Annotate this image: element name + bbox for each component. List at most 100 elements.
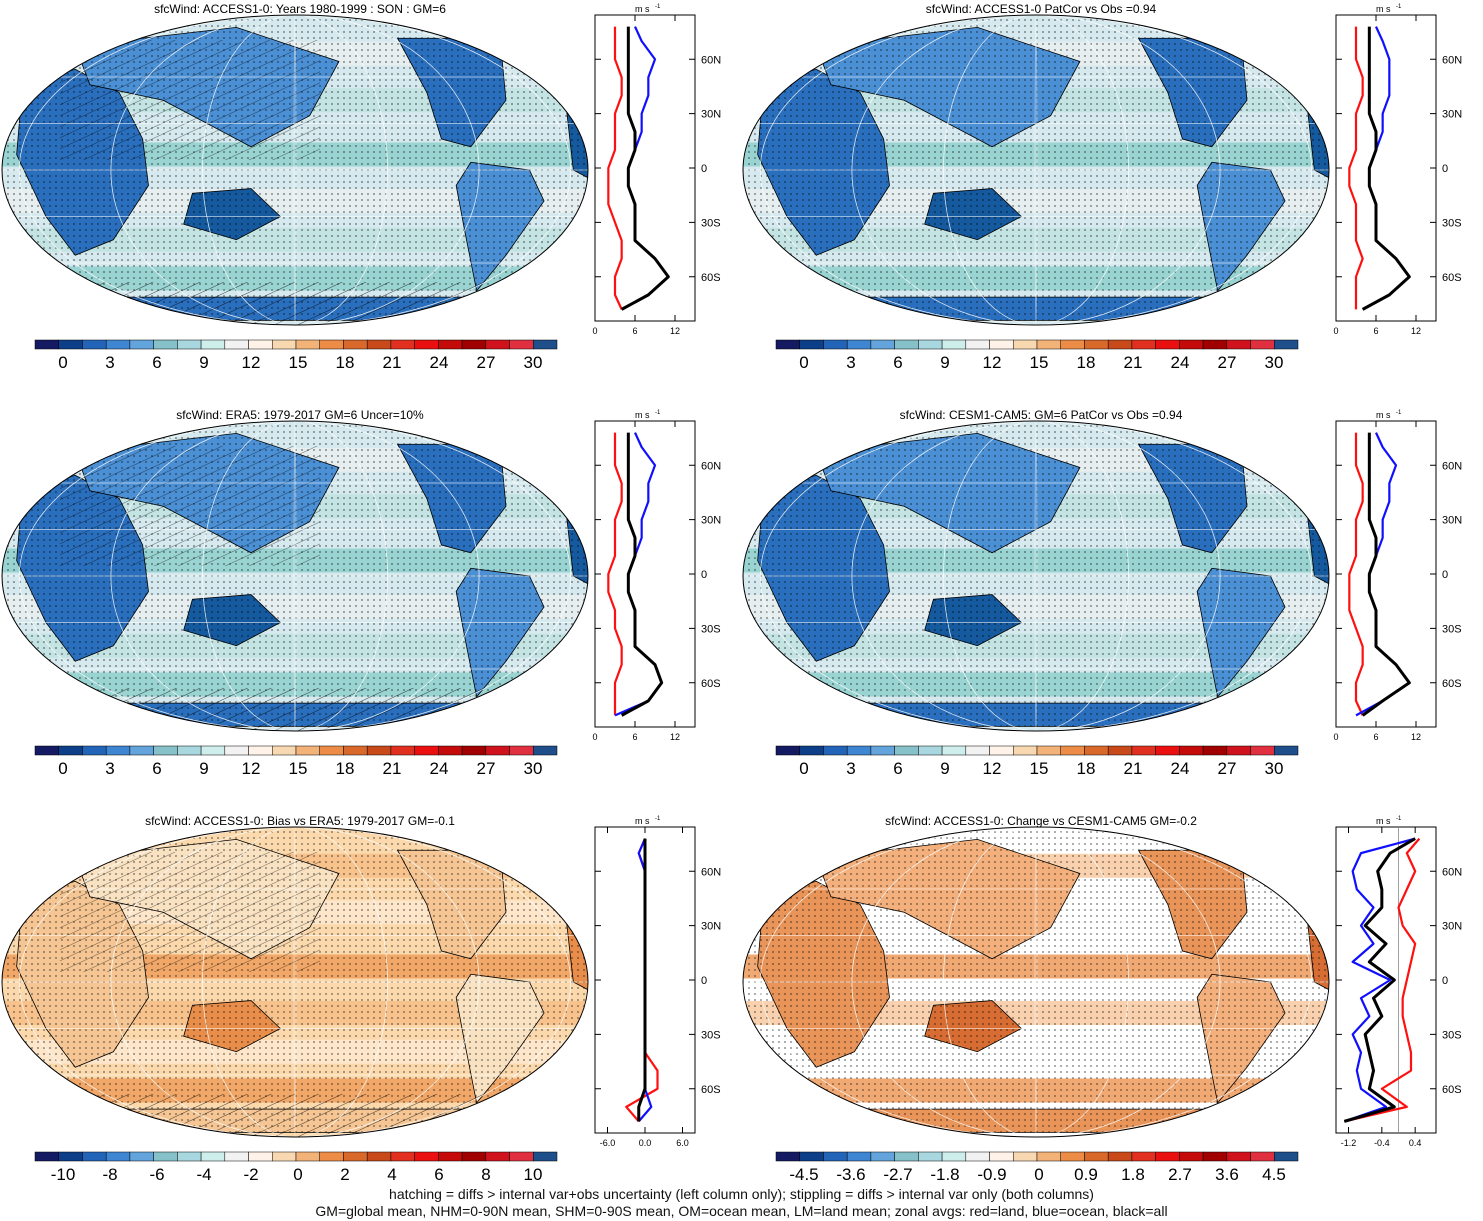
colorbar-swatch xyxy=(1013,339,1038,350)
colorbar-swatch xyxy=(224,339,249,350)
colorbar-swatch xyxy=(1179,339,1204,350)
lat-label: 60S xyxy=(701,272,721,284)
colorbar-label: 12 xyxy=(983,353,1002,372)
colorbar-swatch xyxy=(248,745,273,756)
colorbar-label: -6 xyxy=(149,1165,164,1184)
panel-2: sfcWind: ACCESS1-0 PatCor vs Obs =0.94 m… xyxy=(741,0,1482,406)
colorbar-swatch xyxy=(965,745,990,756)
colorbar-swatch xyxy=(870,745,895,756)
colorbar-swatch xyxy=(1155,745,1180,756)
zonal-series-land xyxy=(1344,837,1421,1123)
graticule-meridian xyxy=(851,827,1221,1137)
colorbar-label: -2.7 xyxy=(883,1165,912,1184)
colorbar-swatch xyxy=(248,339,273,350)
colorbar-label: 3.6 xyxy=(1215,1165,1239,1184)
colorbar-swatch xyxy=(82,745,107,756)
colorbar-swatch xyxy=(58,745,83,756)
colorbar-swatch xyxy=(1274,339,1299,350)
colorbar-label: -10 xyxy=(51,1165,76,1184)
colorbar-swatch xyxy=(1202,339,1228,350)
colorbar-swatch xyxy=(941,745,967,756)
colorbar-label: 6 xyxy=(893,759,902,778)
x-tick-label: 6 xyxy=(1373,326,1378,336)
graticule-meridian xyxy=(18,15,572,325)
colorbar-swatch xyxy=(965,1151,990,1162)
colorbar-swatch xyxy=(775,1151,800,1162)
colorbar-swatch xyxy=(1131,339,1156,350)
colorbar-swatch xyxy=(390,339,415,350)
colorbar-swatch xyxy=(989,1151,1014,1162)
colorbar-label: 9 xyxy=(940,759,949,778)
zonal-unit-label: m s xyxy=(635,816,650,826)
colorbar-swatch xyxy=(272,339,297,350)
colorbar-label: 3 xyxy=(105,759,114,778)
x-tick-label: 12 xyxy=(670,732,680,742)
zonal-series-land xyxy=(1348,432,1364,716)
colorbar-label: 8 xyxy=(481,1165,490,1184)
colorbar-label: 9 xyxy=(940,353,949,372)
colorbar-label: 6 xyxy=(893,353,902,372)
zonal-unit-superscript: -1 xyxy=(1396,816,1402,822)
colorbar: 0 3 6 9 12 15 18 21 24 27 30 xyxy=(34,745,558,778)
zonal-unit-superscript: -1 xyxy=(655,816,661,822)
zonal-series-all xyxy=(1361,432,1411,717)
colorbar-swatch xyxy=(414,745,439,756)
x-tick-label: 6 xyxy=(1373,732,1378,742)
colorbar-swatch xyxy=(105,339,131,350)
colorbar-swatch xyxy=(533,339,558,350)
colorbar-swatch xyxy=(870,339,895,350)
x-tick-label: -1.2 xyxy=(1341,1138,1357,1148)
hatch-overlay xyxy=(80,688,500,731)
colorbar: 0 3 6 9 12 15 18 21 24 27 30 xyxy=(775,745,1299,778)
colorbar-swatch xyxy=(1107,1151,1133,1162)
zonal-series-all xyxy=(637,838,647,1122)
colorbar-swatch xyxy=(248,1151,273,1162)
colorbar-swatch xyxy=(1155,1151,1180,1162)
zonal-frame xyxy=(594,14,696,322)
graticule-meridian xyxy=(1034,827,1038,1137)
colorbar-swatch xyxy=(918,1151,943,1162)
colorbar-swatch xyxy=(846,745,872,756)
zonal-series-land xyxy=(607,432,623,716)
colorbar-swatch xyxy=(414,1151,439,1162)
colorbar-swatch xyxy=(153,339,178,350)
graticule-meridian xyxy=(943,15,1129,325)
colorbar-swatch xyxy=(918,339,943,350)
panel-graphic: m s -1 60N 30N 0 30S 60S 0 6 12 0 3 6 9 12 15 18 21 24 27 30 xyxy=(1,4,721,372)
colorbar-swatch xyxy=(941,1151,967,1162)
colorbar-swatch xyxy=(1226,339,1251,350)
graticule-meridian xyxy=(293,421,297,731)
colorbar-swatch xyxy=(58,1151,83,1162)
lat-label: 0 xyxy=(701,975,707,987)
graticule-meridian xyxy=(293,15,297,325)
colorbar-label: 24 xyxy=(430,759,449,778)
hatch-overlay xyxy=(80,1094,500,1137)
colorbar-swatch xyxy=(1226,1151,1251,1162)
colorbar-swatch xyxy=(1250,339,1275,350)
hatch-overlay xyxy=(60,852,320,972)
colorbar-swatch xyxy=(775,339,800,350)
colorbar-label: 24 xyxy=(1171,353,1190,372)
colorbar-swatch xyxy=(224,1151,249,1162)
panel-1: sfcWind: ACCESS1-0: Years 1980-1999 : SO… xyxy=(0,0,741,406)
graticule-meridian xyxy=(18,827,572,1137)
colorbar-label: 3 xyxy=(846,759,855,778)
lat-label: 0 xyxy=(1442,163,1448,175)
colorbar-label: 12 xyxy=(242,759,261,778)
colorbar-label: 30 xyxy=(1265,353,1284,372)
panel-title: sfcWind: ACCESS1-0: Change vs CESM1-CAM5… xyxy=(885,814,1197,828)
colorbar-label: 6 xyxy=(152,353,161,372)
colorbar-swatch xyxy=(1060,339,1085,350)
lat-label: 60S xyxy=(701,1084,721,1096)
lat-label: 0 xyxy=(701,163,707,175)
colorbar-swatch xyxy=(894,1151,919,1162)
lat-label: 30N xyxy=(1442,109,1462,121)
lat-label: 60N xyxy=(1442,54,1462,66)
colorbar-swatch xyxy=(319,339,344,350)
lat-label: 30S xyxy=(1442,217,1462,229)
lat-label: 30S xyxy=(1442,1029,1462,1041)
lat-label: 60N xyxy=(701,54,721,66)
world-map xyxy=(743,827,1329,1137)
colorbar-swatch xyxy=(461,745,487,756)
zonal-series-all xyxy=(1343,837,1416,1123)
